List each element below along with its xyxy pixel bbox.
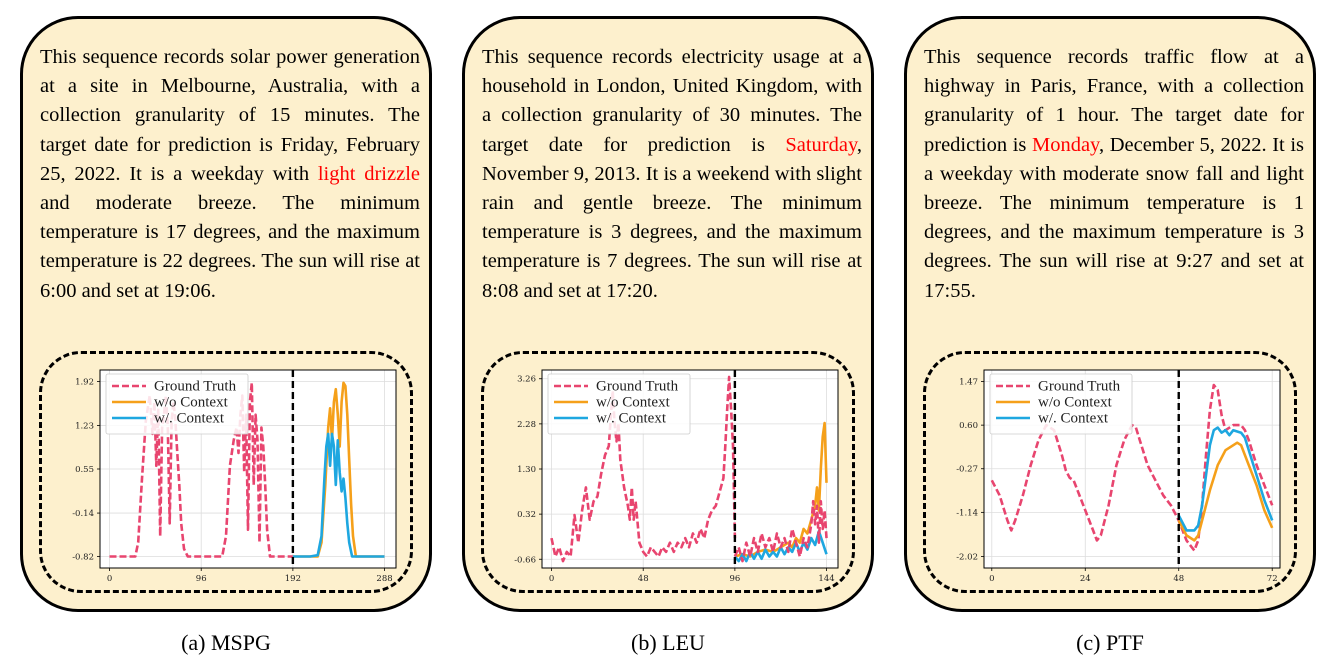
- x-tick-label: 72: [1267, 574, 1278, 584]
- series-line: [550, 375, 737, 563]
- forecast-chart: 0 24 48 72 -2.02 -1.14 -0.27 0.60 1.47 Ground Tru…: [956, 369, 1281, 584]
- series-group: [990, 383, 1274, 552]
- description-highlight: Saturday: [785, 133, 857, 156]
- legend-label: w/. Context: [154, 411, 225, 427]
- y-tick-label: -1.14: [956, 508, 978, 518]
- legend-label: Ground Truth: [1038, 379, 1121, 395]
- legend-label: Ground Truth: [596, 379, 679, 395]
- y-tick-label: -0.82: [72, 553, 94, 563]
- series-line: [1177, 426, 1274, 532]
- legend-label: w/o Context: [1038, 395, 1113, 411]
- description-text: and moderate breeze. The minimum tempera…: [40, 192, 420, 302]
- forecast-chart-frame: 0 48 96 144 -0.66 0.32 1.30 2.28 3.26 Ground Trut…: [481, 351, 855, 593]
- x-tick-label: 144: [818, 574, 834, 584]
- y-tick-label: 1.47: [959, 378, 978, 388]
- legend-label: w/o Context: [154, 395, 229, 411]
- y-tick-label: -2.02: [956, 552, 978, 562]
- series-line: [733, 499, 828, 563]
- description-text: , December 5, 2022. It is a weekday with…: [924, 133, 1304, 302]
- description-highlight: light drizzle: [317, 162, 420, 185]
- panel-description: This sequence records traffic flow at a …: [924, 43, 1304, 306]
- forecast-chart: 0 48 96 144 -0.66 0.32 1.30 2.28 3.26 Ground Trut…: [514, 369, 839, 584]
- y-tick-label: 0.55: [75, 465, 94, 475]
- panel-caption: (a) MSPG: [181, 630, 271, 655]
- description-text: This sequence records electricity usage …: [482, 46, 862, 156]
- forecast-chart-frame: 0 96 192 288 -0.82 -0.14 0.55 1.23 1.92 Ground Tr…: [39, 351, 413, 593]
- legend-label: w/. Context: [1038, 411, 1109, 427]
- forecast-chart: 0 96 192 288 -0.82 -0.14 0.55 1.23 1.92 Ground Tr…: [72, 369, 397, 584]
- x-tick-label: 192: [285, 574, 301, 584]
- x-tick-label: 0: [989, 574, 994, 584]
- x-tick-label: 96: [729, 574, 740, 584]
- description-text: This sequence records solar power genera…: [40, 46, 420, 185]
- y-tick-label: 0.60: [959, 421, 978, 431]
- y-tick-label: -0.14: [72, 509, 94, 519]
- y-tick-label: 0.32: [517, 510, 536, 520]
- panel-caption: (c) PTF: [1076, 630, 1144, 655]
- description-text: This sequence records traffic flow at a …: [924, 46, 1304, 156]
- panel-caption: (b) LEU: [631, 630, 705, 655]
- series-line: [734, 421, 828, 558]
- y-tick-label: 2.28: [517, 420, 536, 430]
- x-tick-label: 48: [1173, 574, 1184, 584]
- legend-label: w/o Context: [596, 395, 671, 411]
- panel-ptf: This sequence records traffic flow at a …: [904, 16, 1316, 612]
- x-tick-label: 96: [196, 574, 207, 584]
- panel-mspg: This sequence records solar power genera…: [20, 16, 432, 612]
- x-tick-label: 288: [376, 574, 392, 584]
- x-tick-label: 48: [638, 574, 649, 584]
- series-line: [990, 383, 1274, 552]
- description-highlight: Monday: [1031, 133, 1099, 156]
- series-line: [292, 432, 385, 558]
- y-tick-label: 3.26: [517, 375, 536, 385]
- y-tick-label: 1.23: [75, 422, 94, 432]
- series-group: [550, 375, 828, 563]
- y-tick-label: 1.92: [75, 377, 94, 387]
- panel-description: This sequence records electricity usage …: [482, 43, 862, 306]
- panel-description: This sequence records solar power genera…: [40, 43, 420, 306]
- x-tick-label: 24: [1080, 574, 1091, 584]
- x-tick-label: 0: [549, 574, 554, 584]
- forecast-chart-frame: 0 24 48 72 -2.02 -1.14 -0.27 0.60 1.47 Ground Tru…: [923, 351, 1297, 593]
- description-text: , November 9, 2013. It is a weekend with…: [482, 133, 862, 302]
- y-tick-label: 1.30: [517, 465, 536, 475]
- y-tick-label: -0.27: [956, 465, 978, 475]
- x-tick-label: 0: [107, 574, 112, 584]
- y-tick-label: -0.66: [514, 555, 536, 565]
- panel-leu: This sequence records electricity usage …: [462, 16, 874, 612]
- legend-label: w/. Context: [596, 411, 667, 427]
- legend-label: Ground Truth: [154, 379, 237, 395]
- series-line: [1177, 441, 1274, 542]
